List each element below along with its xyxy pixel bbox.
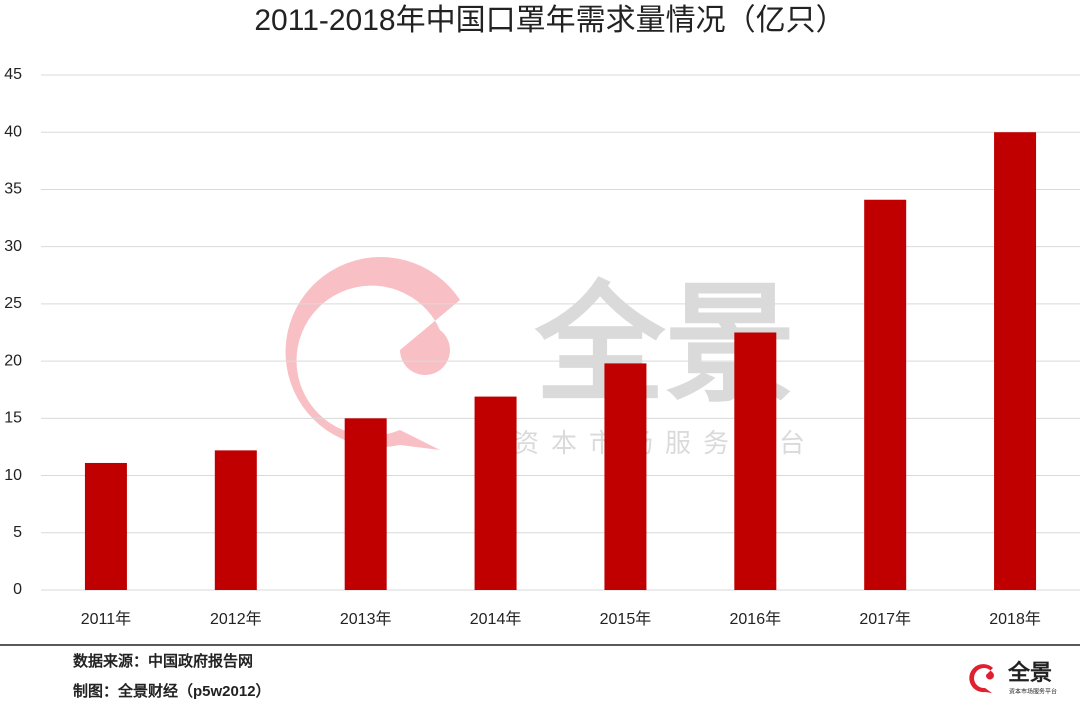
- y-tick-label: 30: [4, 238, 22, 255]
- x-tick-label: 2016年: [730, 610, 782, 628]
- source-note: 数据来源：中国政府报告网: [73, 652, 253, 670]
- x-tick-label: 2018年: [989, 610, 1041, 628]
- credit-note: 制图：全景财经（p5w2012）: [73, 682, 271, 700]
- footer-logo-slogan: 资本市场服务平台: [1009, 688, 1057, 696]
- bar: [994, 132, 1037, 590]
- watermark-logo: [285, 257, 460, 450]
- bar: [474, 396, 517, 590]
- y-tick-label: 40: [4, 123, 22, 140]
- x-tick-label: 2014年: [470, 610, 522, 628]
- plot-area: 0 5 10 15 20 25 30 35 40 45 2011年 2012年 2013年 2014年 20…: [4, 66, 1080, 628]
- x-tick-label: 2015年: [600, 610, 652, 628]
- y-tick-label: 15: [4, 410, 22, 427]
- footer-logo-mark: [969, 664, 994, 693]
- x-tick-label: 2017年: [859, 610, 911, 628]
- y-tick-label: 45: [4, 66, 22, 83]
- y-tick-label: 35: [4, 181, 22, 198]
- bar: [84, 462, 127, 590]
- x-tick-label: 2011年: [81, 610, 131, 628]
- footer-logo: 全景: [1007, 660, 1052, 685]
- chart-title: 2011-2018年中国口罩年需求量情况（亿只）: [254, 4, 845, 37]
- bar: [214, 450, 257, 590]
- bar: [864, 199, 907, 590]
- y-tick-label: 5: [13, 524, 22, 541]
- x-tick-label: 2012年: [210, 610, 262, 628]
- y-tick-label: 25: [4, 295, 22, 312]
- y-tick-label: 0: [13, 581, 22, 598]
- bar: [604, 363, 647, 590]
- y-tick-label: 20: [4, 352, 22, 369]
- x-tick-label: 2013年: [340, 610, 392, 628]
- bar: [734, 332, 777, 590]
- y-tick-label: 10: [4, 467, 22, 484]
- bar: [344, 418, 387, 590]
